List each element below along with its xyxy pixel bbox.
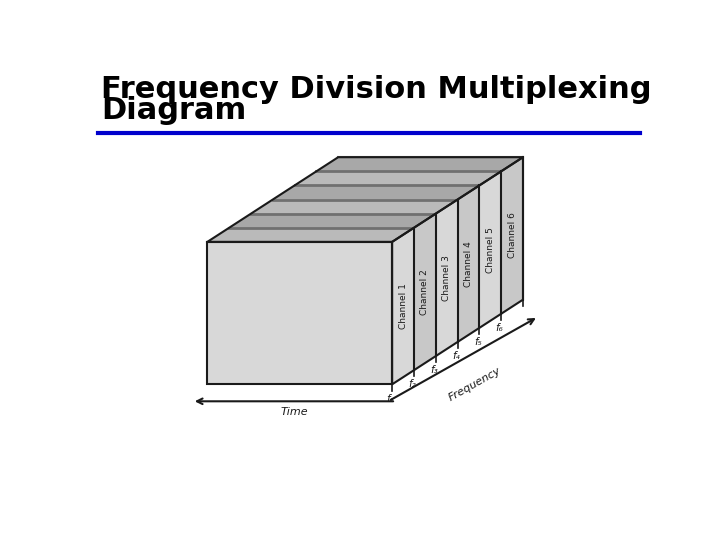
Polygon shape — [294, 171, 501, 185]
Polygon shape — [457, 185, 480, 342]
Text: Channel 6: Channel 6 — [508, 213, 516, 259]
Text: Time: Time — [280, 408, 307, 417]
Polygon shape — [436, 200, 457, 356]
Polygon shape — [392, 228, 414, 384]
Text: f₁: f₁ — [387, 394, 395, 403]
Polygon shape — [316, 157, 523, 171]
Polygon shape — [207, 228, 414, 242]
Polygon shape — [480, 171, 501, 328]
Text: Channel 4: Channel 4 — [464, 241, 473, 287]
Text: f₃: f₃ — [431, 366, 438, 375]
Polygon shape — [414, 214, 436, 370]
Text: Channel 3: Channel 3 — [442, 255, 451, 301]
Polygon shape — [251, 200, 457, 214]
Polygon shape — [207, 157, 523, 242]
Text: f₆: f₆ — [496, 323, 503, 333]
Polygon shape — [229, 214, 436, 228]
Text: Channel 5: Channel 5 — [486, 227, 495, 273]
Text: f₄: f₄ — [452, 351, 460, 361]
Polygon shape — [392, 157, 523, 384]
Text: Diagram: Diagram — [101, 96, 246, 125]
Polygon shape — [273, 185, 480, 200]
Polygon shape — [501, 157, 523, 314]
Text: f₂: f₂ — [408, 380, 416, 389]
Text: f₅: f₅ — [474, 337, 482, 347]
Text: Channel 2: Channel 2 — [420, 269, 429, 315]
Polygon shape — [207, 242, 392, 384]
Text: Channel 1: Channel 1 — [398, 283, 408, 329]
Text: Frequency: Frequency — [447, 365, 503, 403]
Text: Frequency Division Multiplexing: Frequency Division Multiplexing — [101, 75, 652, 104]
